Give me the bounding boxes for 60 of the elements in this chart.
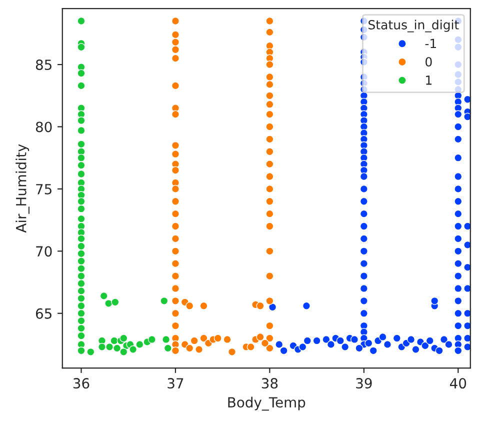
point bbox=[77, 324, 86, 332]
point bbox=[77, 197, 86, 206]
y-tick-label: 70 bbox=[36, 246, 52, 257]
point bbox=[77, 272, 86, 280]
point bbox=[77, 16, 86, 26]
point bbox=[120, 348, 128, 356]
point bbox=[77, 140, 86, 148]
point bbox=[77, 82, 86, 90]
point bbox=[77, 161, 86, 170]
point bbox=[77, 43, 86, 52]
point bbox=[77, 332, 86, 340]
point bbox=[77, 170, 86, 178]
y-tick-label: 65 bbox=[36, 308, 52, 319]
point bbox=[164, 344, 172, 352]
point bbox=[162, 335, 170, 344]
point bbox=[77, 316, 86, 325]
point bbox=[98, 342, 106, 351]
point bbox=[77, 309, 86, 318]
point bbox=[110, 336, 118, 345]
x-tick-label: 37 bbox=[168, 378, 184, 389]
point bbox=[104, 299, 113, 308]
point bbox=[120, 334, 128, 342]
x-axis-title: Body_Temp bbox=[228, 396, 306, 411]
point bbox=[77, 69, 86, 78]
point bbox=[86, 348, 95, 356]
point bbox=[77, 234, 86, 243]
y-tick-label: 85 bbox=[36, 60, 52, 70]
x-tick-label: 39 bbox=[356, 378, 372, 389]
point bbox=[105, 342, 114, 351]
point bbox=[136, 340, 144, 348]
point bbox=[111, 298, 120, 306]
x-tick-label: 40 bbox=[450, 378, 466, 389]
point bbox=[77, 302, 86, 310]
x-tick-label: 36 bbox=[73, 378, 90, 389]
legend-label: 0 bbox=[426, 57, 432, 67]
legend-title: Status_in_digit bbox=[368, 20, 459, 32]
point bbox=[77, 116, 86, 125]
point bbox=[77, 264, 86, 273]
point bbox=[77, 294, 86, 302]
point bbox=[77, 214, 86, 223]
legend-label: 1 bbox=[426, 76, 432, 85]
point bbox=[100, 292, 108, 300]
point bbox=[77, 250, 86, 258]
point bbox=[148, 335, 156, 344]
point bbox=[77, 279, 86, 288]
point bbox=[77, 346, 86, 355]
y-axis-title: Air_Humidity bbox=[16, 144, 30, 233]
point bbox=[129, 345, 138, 354]
point bbox=[77, 242, 86, 250]
x-tick-label: 38 bbox=[262, 378, 278, 389]
point bbox=[77, 286, 86, 295]
y-tick-label: 80 bbox=[36, 122, 52, 132]
point bbox=[77, 257, 86, 266]
point bbox=[77, 154, 86, 162]
legend-label: -1 bbox=[425, 38, 436, 48]
point bbox=[77, 204, 86, 213]
point bbox=[113, 344, 122, 352]
point bbox=[160, 296, 168, 305]
y-tick-label: 75 bbox=[36, 184, 52, 194]
point bbox=[77, 126, 86, 134]
